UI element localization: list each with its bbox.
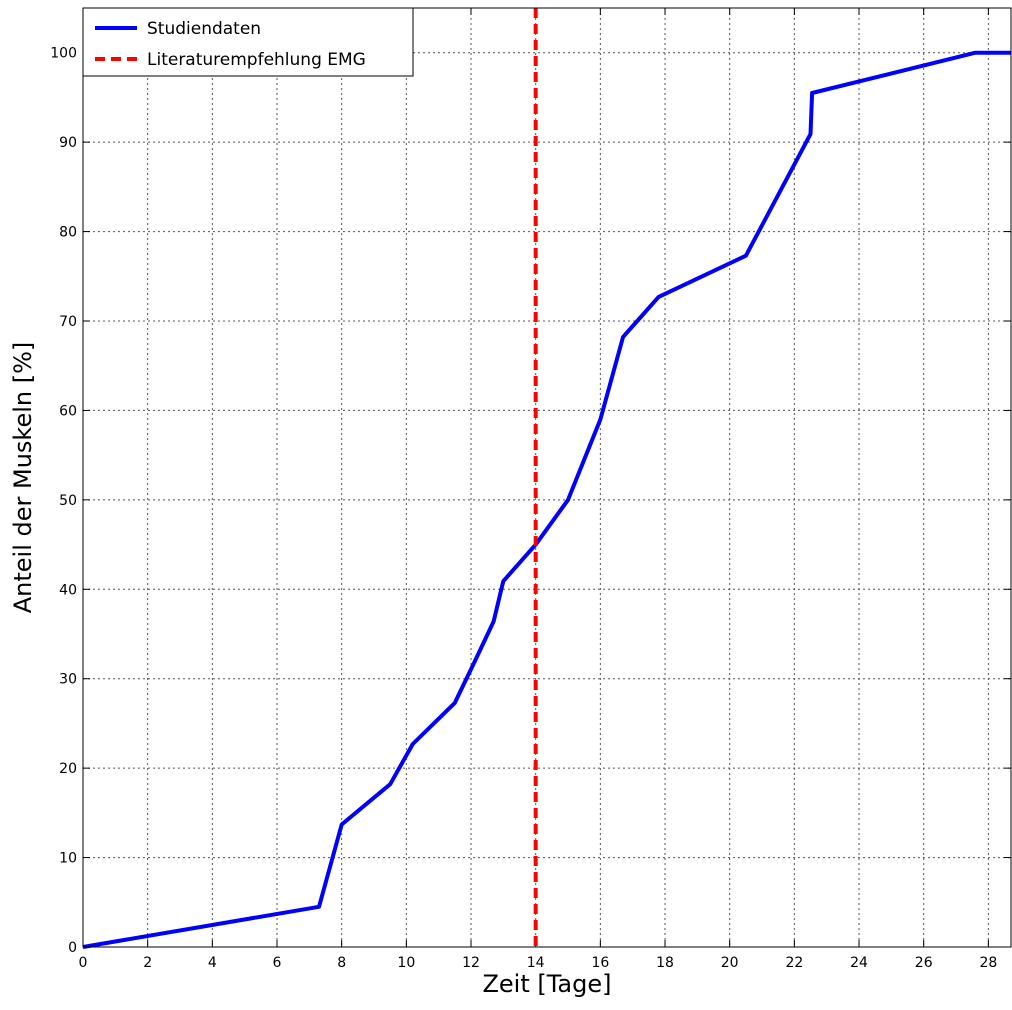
y-tick-label: 0 [68, 940, 77, 956]
y-tick-label: 10 [59, 851, 77, 867]
y-tick-label: 50 [59, 493, 77, 509]
x-tick-label: 26 [915, 955, 933, 971]
plot-frame [82, 7, 1012, 948]
y-tick-label: 100 [50, 46, 77, 62]
legend-box [82, 7, 414, 77]
series-lines [82, 8, 1011, 949]
y-tick-label: 30 [59, 672, 77, 688]
y-tick-label: 60 [59, 403, 77, 419]
x-tick-label: 28 [979, 955, 997, 971]
x-axis-ticks: 0 2 4 6 8 10 12 14 16 18 20 22 24 26 28 [79, 8, 997, 971]
x-tick-label: 8 [337, 955, 346, 971]
x-tick-label: 10 [397, 955, 415, 971]
x-tick-label: 18 [656, 955, 674, 971]
x-tick-label: 6 [273, 955, 282, 971]
x-tick-label: 20 [721, 955, 739, 971]
legend-label-literaturempfehlung: Literaturempfehlung EMG [147, 50, 366, 70]
x-tick-label: 2 [143, 955, 152, 971]
y-tick-label: 20 [59, 761, 77, 777]
x-tick-label: 22 [785, 955, 803, 971]
x-tick-label: 24 [850, 955, 868, 971]
y-axis-ticks: 0 10 20 30 40 50 60 70 80 90 100 [50, 46, 1011, 956]
x-tick-label: 12 [462, 955, 480, 971]
legend: Studiendaten Literaturempfehlung EMG [82, 7, 414, 77]
grid [82, 8, 1011, 948]
x-tick-label: 14 [527, 955, 545, 971]
x-tick-label: 4 [208, 955, 217, 971]
x-axis-label: Zeit [Tage] [482, 970, 611, 998]
y-tick-label: 80 [59, 225, 77, 241]
y-axis-label: Anteil der Muskeln [%] [9, 342, 37, 614]
y-tick-label: 70 [59, 314, 77, 330]
x-tick-label: 16 [591, 955, 609, 971]
y-tick-label: 40 [59, 582, 77, 598]
x-tick-label: 0 [79, 955, 88, 971]
legend-label-studiendaten: Studiendaten [147, 19, 261, 39]
y-tick-label: 90 [59, 135, 77, 151]
series-studiendaten-line [82, 50, 1011, 949]
